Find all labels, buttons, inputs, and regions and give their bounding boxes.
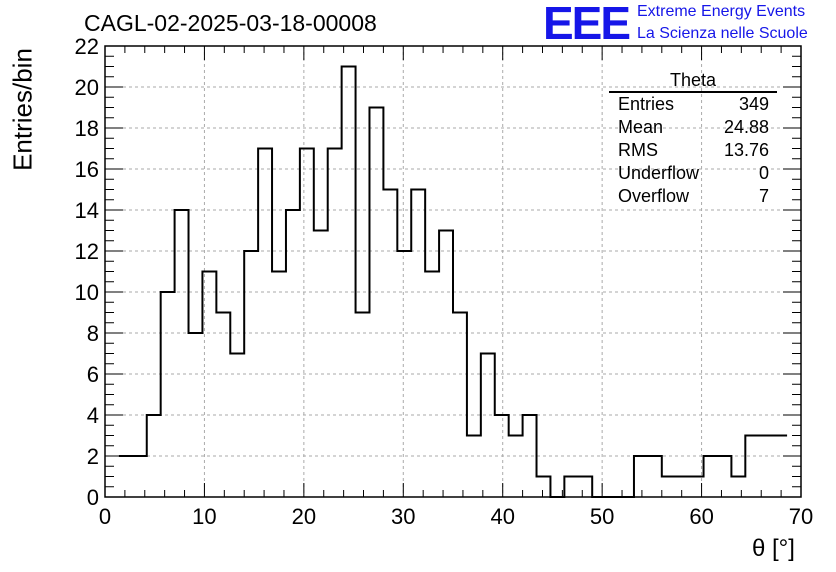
- histogram-bar: [272, 272, 286, 498]
- stats-label: Overflow: [618, 186, 690, 206]
- stats-label: Mean: [618, 117, 664, 137]
- y-tick-label: 18: [75, 116, 99, 141]
- y-tick-label: 20: [75, 75, 99, 100]
- chart-title: CAGL-02-2025-03-18-00008: [84, 10, 377, 36]
- y-axis-label: Entries/bin: [7, 48, 38, 171]
- stats-label: Underflow: [618, 163, 700, 183]
- x-tick-label: 50: [590, 504, 614, 529]
- histogram-bar: [119, 456, 133, 497]
- histogram-bar: [467, 436, 481, 498]
- y-tick-label: 22: [75, 34, 99, 59]
- histogram-bar: [564, 477, 578, 498]
- histogram-bar: [286, 210, 300, 497]
- histogram-bar: [425, 272, 439, 498]
- stats-value: 7: [758, 186, 769, 206]
- x-tick-label: 70: [789, 504, 813, 529]
- histogram-bar: [230, 354, 244, 498]
- y-tick-labels: 0 2 4 6 8 10 12 14 16 18 20 22: [75, 34, 99, 510]
- histogram-bar: [759, 436, 773, 498]
- histogram-bar: [453, 313, 467, 498]
- y-tick-label: 2: [87, 444, 99, 469]
- x-tick-label: 60: [689, 504, 713, 529]
- x-axis-label: θ [°]: [752, 535, 795, 562]
- histogram-bar: [411, 190, 425, 498]
- histogram-bar: [369, 108, 383, 498]
- stats-row-overflow: Overflow 7: [609, 185, 777, 208]
- logo-text-line2: La Scienza nelle Scuole: [637, 25, 808, 42]
- histogram-bar: [676, 477, 690, 498]
- histogram-bar: [578, 477, 592, 498]
- x-tick-label: 0: [99, 504, 111, 529]
- eee-logo: EEE: [543, 0, 631, 49]
- histogram-bar: [537, 477, 551, 498]
- y-tick-label: 16: [75, 157, 99, 182]
- histogram-bar: [662, 477, 676, 498]
- axis-ticks: [104, 45, 802, 498]
- histogram-bar: [383, 190, 397, 498]
- stats-title: Theta: [609, 70, 777, 93]
- x-tick-label: 30: [391, 504, 415, 529]
- histogram-bar: [439, 231, 453, 498]
- x-tick-label: 40: [490, 504, 514, 529]
- stats-value: 0: [758, 163, 769, 183]
- y-tick-label: 10: [75, 280, 99, 305]
- y-tick-label: 14: [75, 198, 99, 223]
- histogram-bar: [509, 436, 523, 498]
- stats-box: Theta Entries 349 Mean 24.88 RMS 13.76 U…: [609, 70, 777, 208]
- histogram-bar: [481, 354, 495, 498]
- stats-row-entries: Entries 349: [609, 93, 777, 116]
- histogram-bar: [314, 231, 328, 498]
- histogram-bar: [216, 313, 230, 498]
- y-tick-label: 6: [87, 362, 99, 387]
- histogram-outline: [118, 65, 788, 498]
- x-tick-label: 20: [292, 504, 316, 529]
- histogram-bar: [648, 456, 662, 497]
- stats-label: RMS: [618, 140, 658, 160]
- histogram-bar: [356, 313, 370, 498]
- histogram-bar: [342, 67, 356, 498]
- histogram-bar: [634, 456, 648, 497]
- logo-text-line1: Extreme Energy Events: [637, 3, 806, 20]
- y-tick-label: 12: [75, 239, 99, 264]
- histogram-bar: [704, 456, 718, 497]
- histogram-series: [118, 65, 788, 498]
- stats-value: 349: [738, 94, 769, 114]
- histogram-bar: [731, 477, 745, 498]
- stats-value: 13.76: [723, 140, 769, 160]
- histogram-bar: [717, 456, 731, 497]
- stats-value: 24.88: [723, 117, 769, 137]
- y-tick-label: 4: [87, 403, 99, 428]
- stats-row-mean: Mean 24.88: [609, 116, 777, 139]
- histogram-bar: [745, 436, 759, 498]
- histogram-bar: [175, 210, 189, 497]
- x-tick-label: 10: [192, 504, 216, 529]
- y-tick-label: 0: [87, 485, 99, 510]
- stats-row-underflow: Underflow 0: [609, 162, 777, 185]
- x-tick-labels: 0 10 20 30 40 50 60 70: [99, 504, 813, 529]
- histogram-bar: [300, 149, 314, 498]
- histogram-bar: [258, 149, 272, 498]
- histogram-bar: [328, 149, 342, 498]
- histogram-bar: [523, 415, 537, 497]
- histogram-bar: [773, 436, 787, 498]
- stats-row-rms: RMS 13.76: [609, 139, 777, 162]
- y-tick-label: 8: [87, 321, 99, 346]
- stats-label: Entries: [618, 94, 675, 114]
- histogram-bar: [161, 292, 175, 497]
